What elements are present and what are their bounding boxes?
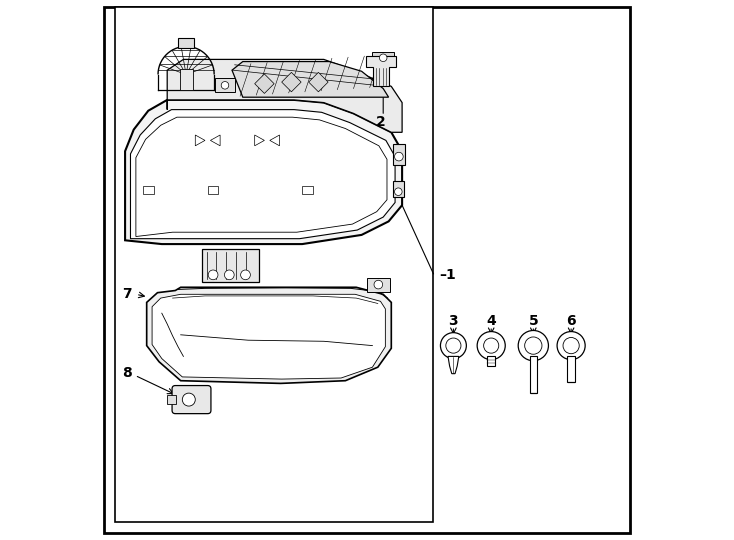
Bar — [302, 186, 313, 194]
Circle shape — [221, 82, 229, 89]
Circle shape — [395, 188, 402, 195]
Polygon shape — [232, 62, 388, 97]
Circle shape — [208, 270, 218, 280]
Text: 2: 2 — [376, 114, 385, 129]
Bar — [115, 7, 433, 522]
Bar — [372, 52, 394, 63]
Circle shape — [484, 338, 499, 353]
Bar — [178, 38, 195, 48]
Text: 7: 7 — [122, 287, 131, 301]
Bar — [393, 181, 404, 197]
Bar — [393, 144, 404, 165]
Circle shape — [557, 332, 585, 360]
FancyBboxPatch shape — [172, 386, 211, 414]
Circle shape — [379, 54, 387, 62]
Bar — [180, 69, 192, 90]
Circle shape — [525, 337, 542, 354]
Polygon shape — [309, 72, 328, 92]
Polygon shape — [167, 59, 402, 132]
Bar — [203, 249, 259, 282]
Polygon shape — [282, 72, 301, 92]
Bar — [167, 395, 176, 404]
Polygon shape — [366, 56, 396, 86]
Circle shape — [225, 270, 234, 280]
Text: 5: 5 — [528, 314, 538, 328]
Polygon shape — [487, 356, 495, 366]
Circle shape — [374, 280, 382, 289]
Polygon shape — [448, 356, 459, 374]
Text: 6: 6 — [567, 314, 576, 328]
Text: –1: –1 — [439, 268, 456, 282]
Bar — [143, 186, 153, 194]
Circle shape — [440, 333, 466, 359]
Polygon shape — [529, 356, 537, 393]
Circle shape — [563, 338, 579, 354]
Polygon shape — [131, 110, 395, 239]
Text: 4: 4 — [487, 314, 496, 328]
Polygon shape — [136, 117, 387, 237]
Polygon shape — [147, 287, 391, 383]
Bar — [208, 186, 219, 194]
Bar — [367, 278, 390, 292]
Circle shape — [446, 338, 461, 353]
Text: 8: 8 — [122, 366, 131, 380]
Bar — [215, 78, 235, 92]
Circle shape — [182, 393, 195, 406]
Circle shape — [518, 330, 548, 361]
Circle shape — [477, 332, 505, 360]
Polygon shape — [152, 294, 385, 379]
Polygon shape — [567, 356, 575, 382]
Text: 3: 3 — [448, 314, 458, 328]
Circle shape — [395, 152, 403, 161]
Circle shape — [241, 270, 250, 280]
Polygon shape — [255, 74, 274, 93]
Polygon shape — [125, 100, 402, 244]
